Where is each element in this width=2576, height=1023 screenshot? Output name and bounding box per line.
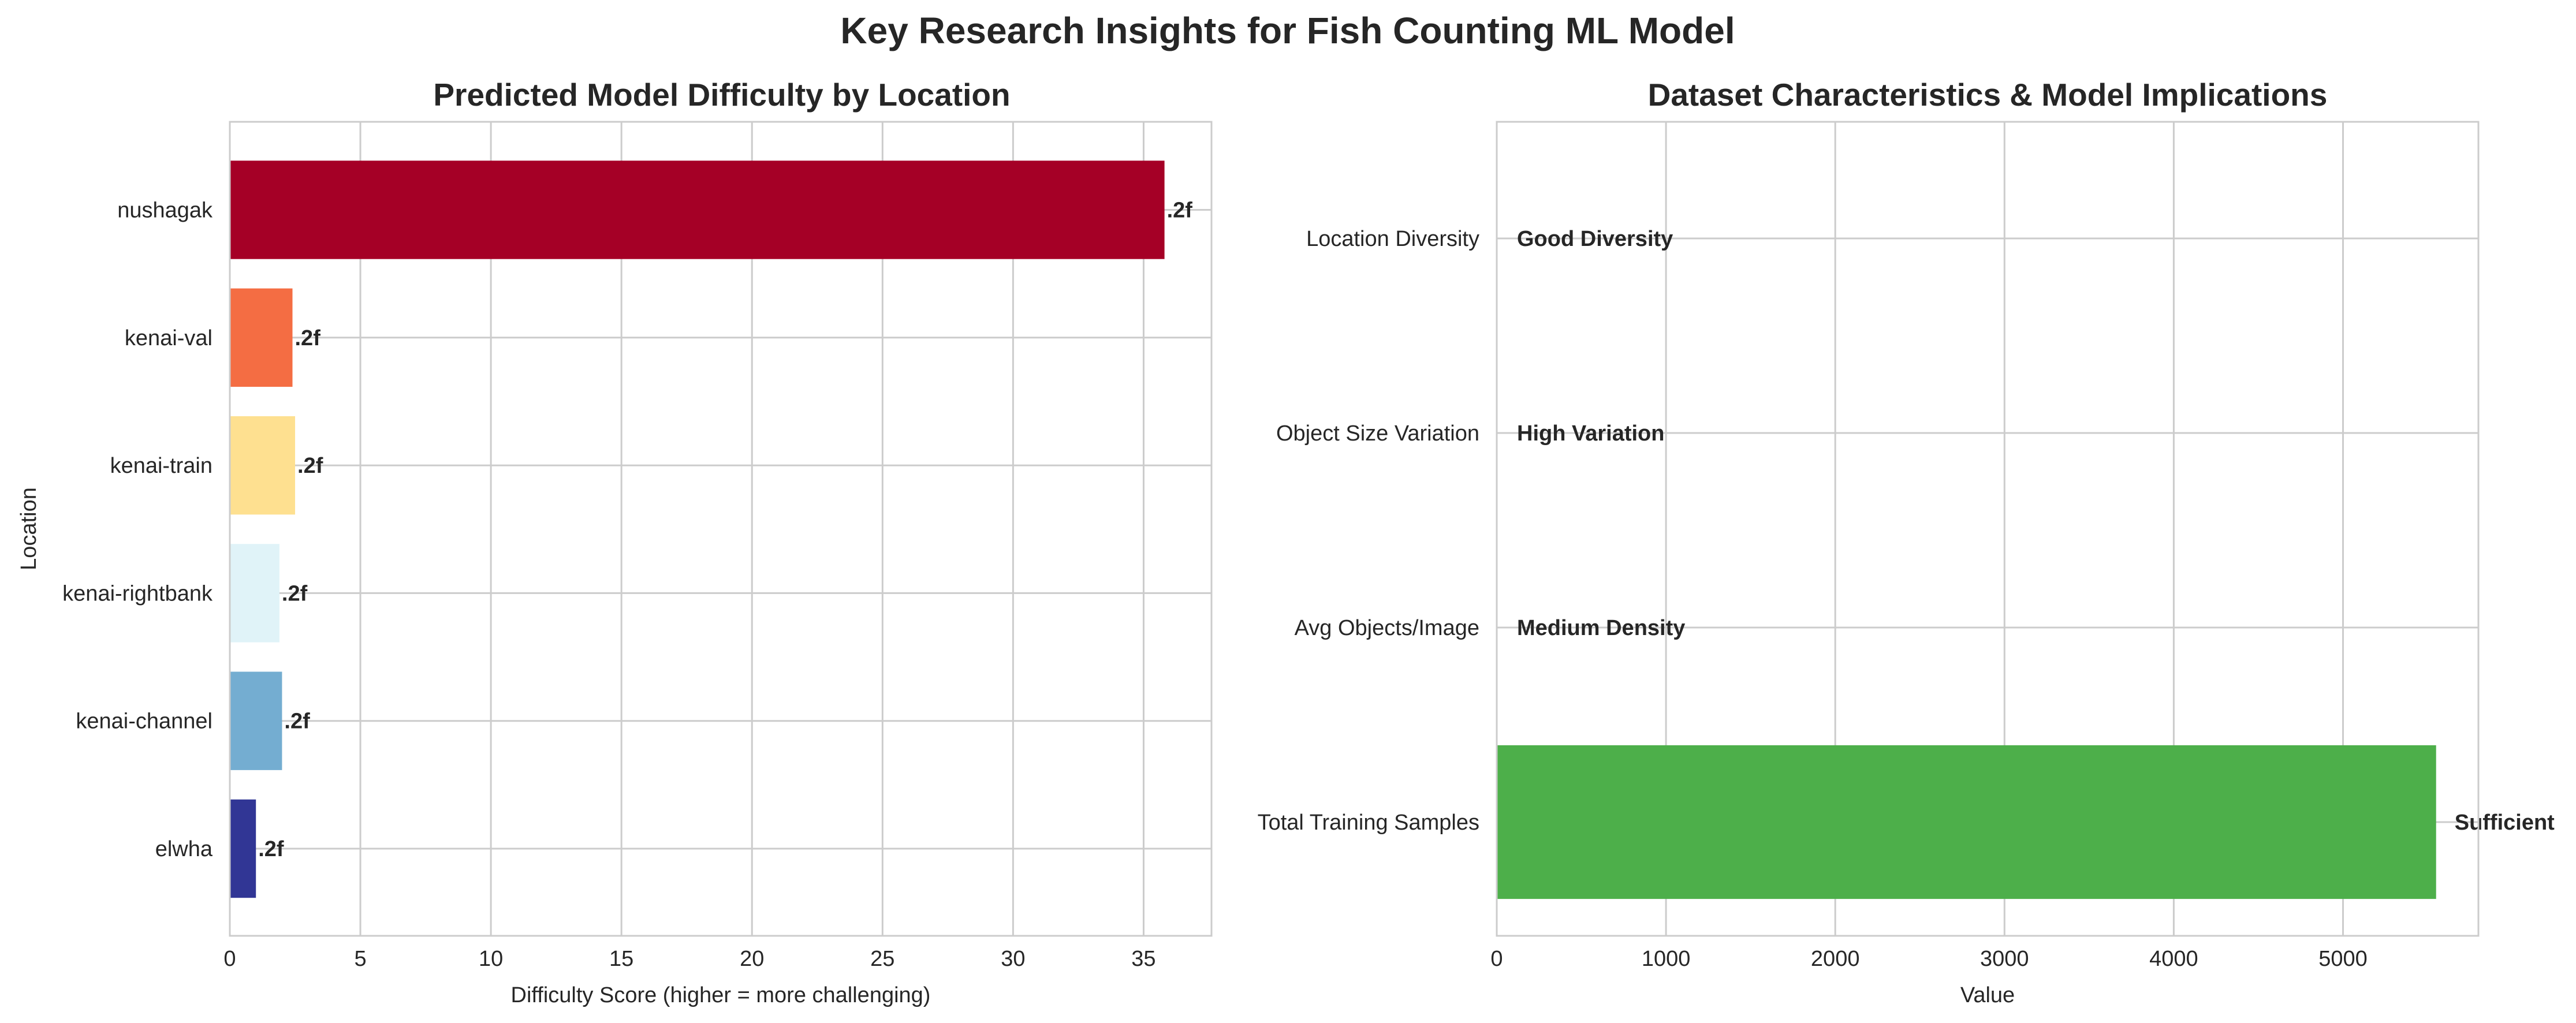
difficulty-ytick-label: kenai-val [125,326,213,350]
dataset-data-label: Medium Density [1517,616,1685,640]
difficulty-xtick-label: 15 [609,947,633,971]
difficulty-xtick-label: 25 [870,947,894,971]
difficulty-bar [230,416,296,515]
difficulty-xtick-label: 0 [223,947,236,971]
difficulty-xtick-label: 20 [740,947,764,971]
difficulty-bar [230,671,282,770]
dataset-xtick-label: 3000 [1980,947,2029,971]
difficulty-bar [230,288,293,387]
difficulty-data-label: .2f [282,581,308,606]
difficulty-data-label: .2f [295,326,321,350]
dataset-ytick-label: Object Size Variation [1276,421,1479,446]
difficulty-data-label: .2f [284,710,310,734]
dataset-data-label: High Variation [1517,421,1664,446]
difficulty-bar [230,544,279,643]
difficulty-chart-ylabel: Location [17,487,41,570]
dataset-ytick-label: Avg Objects/Image [1295,616,1479,640]
difficulty-xtick-label: 10 [479,947,503,971]
dataset-chart-title: Dataset Characteristics & Model Implicat… [1648,77,2328,113]
difficulty-chart: Predicted Model Difficulty by Location .… [17,77,1213,1007]
dataset-ytick-label: Total Training Samples [1258,811,1479,835]
dataset-xtick-label: 2000 [1811,947,1860,971]
dataset-data-label: Sufficient [2455,811,2555,835]
dataset-data-label: Good Diversity [1517,227,1673,251]
difficulty-ytick-label: nushagak [117,199,213,223]
dataset-bar [1497,745,2436,899]
difficulty-ytick-label: kenai-rightbank [62,581,213,606]
difficulty-xtick-label: 35 [1131,947,1155,971]
dataset-chart-xlabel: Value [1960,983,2015,1007]
figure-suptitle: Key Research Insights for Fish Counting … [840,10,1735,51]
difficulty-xtick-label: 30 [1001,947,1025,971]
difficulty-chart-xlabel: Difficulty Score (higher = more challeng… [511,983,931,1007]
difficulty-xtick-label: 5 [354,947,366,971]
difficulty-ytick-label: kenai-channel [76,710,213,734]
difficulty-data-label: .2f [258,837,284,861]
dataset-xtick-label: 4000 [2149,947,2198,971]
difficulty-data-label: .2f [297,454,323,478]
difficulty-bar [230,160,1165,259]
difficulty-data-label: .2f [1167,199,1193,223]
dataset-xtick-label: 5000 [2318,947,2368,971]
dataset-xtick-label: 1000 [1642,947,1691,971]
dataset-xtick-label: 0 [1490,947,1503,971]
dataset-chart-frame [1496,121,2480,937]
dataset-ytick-label: Location Diversity [1306,227,1479,251]
difficulty-ytick-label: kenai-train [110,454,213,478]
difficulty-chart-frame [229,121,1213,937]
difficulty-bar [230,799,256,898]
dataset-chart: Dataset Characteristics & Model Implicat… [1258,77,2555,1007]
difficulty-chart-title: Predicted Model Difficulty by Location [433,77,1010,113]
difficulty-ytick-label: elwha [155,837,213,861]
